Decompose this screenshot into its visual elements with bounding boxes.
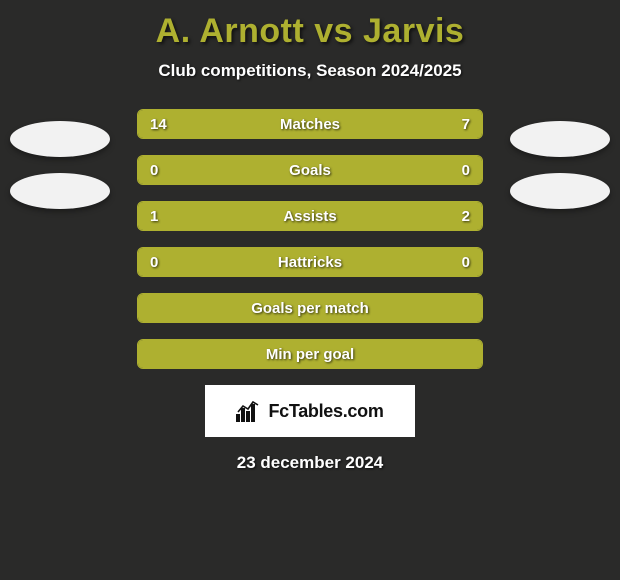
- branding-badge: FcTables.com: [205, 385, 415, 437]
- stat-label: Min per goal: [138, 340, 482, 368]
- comparison-card: A. Arnott vs Jarvis Club competitions, S…: [0, 0, 620, 580]
- date-label: 23 december 2024: [0, 453, 620, 473]
- player-left-avatar-1: [10, 121, 110, 157]
- stat-row-hattricks: 0 Hattricks 0: [137, 247, 483, 277]
- bar-chart-icon: [236, 400, 262, 422]
- stat-value-right: [458, 340, 482, 368]
- stat-label: Goals: [138, 156, 482, 184]
- player-right-avatar-2: [510, 173, 610, 209]
- stat-value-right: 0: [450, 156, 482, 184]
- comparison-area: 14 Matches 7 0 Goals 0 1 Assists 2: [0, 109, 620, 369]
- player-right-avatar-1: [510, 121, 610, 157]
- stat-row-min-per-goal: Min per goal: [137, 339, 483, 369]
- player-left-avatar-2: [10, 173, 110, 209]
- stat-row-goals: 0 Goals 0: [137, 155, 483, 185]
- stat-row-assists: 1 Assists 2: [137, 201, 483, 231]
- branding-text: FcTables.com: [268, 401, 383, 422]
- stat-value-right: 7: [450, 110, 482, 138]
- page-title: A. Arnott vs Jarvis: [0, 12, 620, 51]
- stat-label: Hattricks: [138, 248, 482, 276]
- stat-row-goals-per-match: Goals per match: [137, 293, 483, 323]
- subtitle: Club competitions, Season 2024/2025: [0, 61, 620, 81]
- stat-label: Goals per match: [138, 294, 482, 322]
- stat-value-right: 0: [450, 248, 482, 276]
- stat-row-matches: 14 Matches 7: [137, 109, 483, 139]
- stat-label: Matches: [138, 110, 482, 138]
- stat-label: Assists: [138, 202, 482, 230]
- stat-rows: 14 Matches 7 0 Goals 0 1 Assists 2: [137, 109, 483, 369]
- stat-value-right: 2: [450, 202, 482, 230]
- stat-value-right: [458, 294, 482, 322]
